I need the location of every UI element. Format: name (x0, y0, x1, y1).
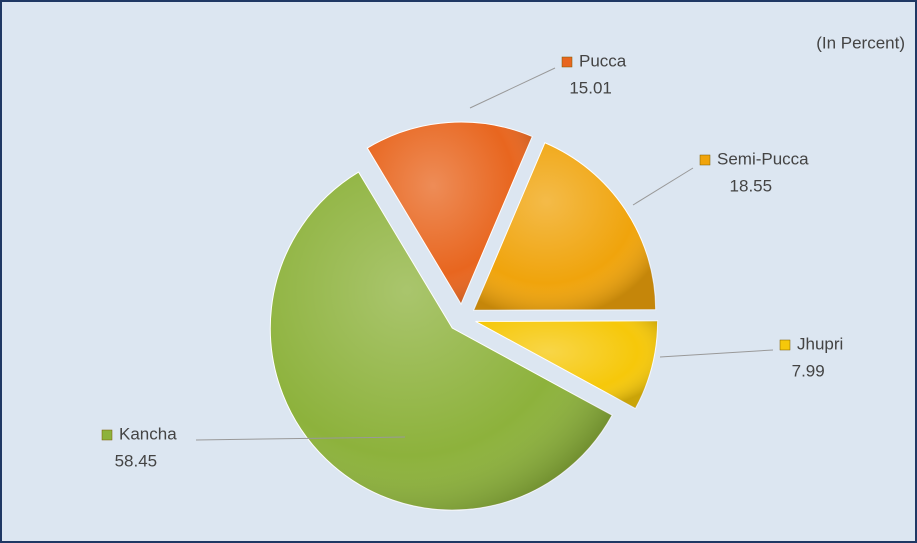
slice-shade (475, 320, 658, 409)
slice-label: Semi-Pucca (717, 149, 809, 168)
legend-swatch (779, 339, 791, 351)
leader-line (659, 349, 774, 358)
slice-label: Jhupri (797, 334, 843, 353)
slice-shade (473, 142, 656, 311)
leader-line (469, 67, 556, 109)
slice-value: 18.55 (730, 176, 773, 195)
leader-line (632, 167, 694, 206)
legend-swatch (101, 429, 113, 441)
legend-swatch (561, 56, 573, 68)
legend-swatch (699, 154, 711, 166)
slice-value: 15.01 (569, 78, 612, 97)
slice-shade (367, 122, 533, 305)
annotation: (In Percent) (816, 33, 905, 52)
slice-label: Kancha (119, 424, 177, 443)
leader-line (195, 436, 406, 441)
slice-value: 58.45 (115, 451, 158, 470)
slice-value: 7.99 (792, 361, 825, 380)
slice-label: Pucca (579, 51, 627, 70)
slice-shade (270, 172, 613, 511)
